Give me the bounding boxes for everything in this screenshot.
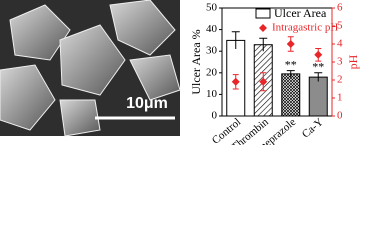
- y2-tick-label: 0: [337, 110, 343, 122]
- y-axis-label: Ulcer Area %: [189, 29, 203, 94]
- y-tick-label: 0: [212, 110, 218, 122]
- y2-tick-label: 5: [337, 20, 343, 32]
- point: [286, 40, 295, 48]
- point: [231, 77, 240, 86]
- y-tick-label: 10: [206, 88, 218, 100]
- y-tick-label: 30: [206, 45, 218, 57]
- sem-image: 10μm: [0, 0, 181, 137]
- legend-swatch: [259, 24, 267, 32]
- y-tick-label: 40: [206, 23, 218, 35]
- y2-tick-label: 2: [337, 74, 343, 86]
- y2-axis-label: pH: [346, 54, 360, 69]
- y2-tick-label: 1: [337, 92, 343, 104]
- annotation: **: [312, 60, 324, 74]
- scale-bar-label: 10μm: [126, 95, 168, 112]
- error-bar: [286, 70, 295, 78]
- error-bar: [314, 72, 323, 82]
- annotation: **: [285, 57, 297, 71]
- error-bar: [259, 37, 268, 52]
- y2-tick-label: 3: [337, 56, 343, 68]
- legend-label: Ulcer Area: [274, 6, 327, 20]
- y2-tick-label: 4: [337, 38, 343, 50]
- legend-swatch: [255, 8, 271, 19]
- bar: [281, 73, 301, 117]
- y-tick-label: 50: [206, 2, 218, 14]
- y-tick-label: 20: [206, 66, 218, 78]
- legend-label: Intragastric pH: [272, 22, 338, 34]
- point: [314, 50, 323, 59]
- error-bar: [231, 31, 240, 50]
- figure: 10μm 0 10 20 30 40 50 0 1 2 3 4 5 6 Ulcer Area % pH ** *…: [0, 0, 360, 145]
- x-tick-label: Ca-Y: [300, 116, 326, 141]
- y2-tick-label: 6: [337, 2, 343, 14]
- bar: [308, 76, 328, 117]
- point: [259, 77, 268, 86]
